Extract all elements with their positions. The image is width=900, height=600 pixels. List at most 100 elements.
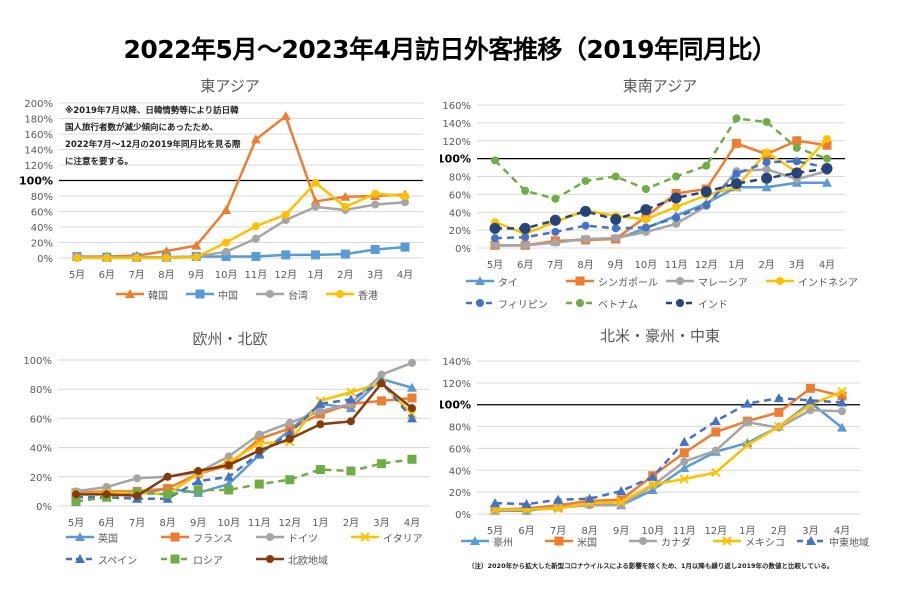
data-point	[580, 205, 592, 217]
series-line	[75, 361, 413, 493]
x-tick-label: 6月	[517, 259, 533, 271]
data-point	[648, 479, 658, 490]
data-point	[132, 254, 141, 262]
data-point	[221, 204, 232, 214]
x-tick-label: 7月	[128, 269, 144, 281]
x-tick-label: 9月	[608, 259, 624, 271]
legend-label: 豪州	[493, 537, 513, 549]
data-point	[762, 148, 771, 157]
data-point	[311, 250, 321, 260]
y-tick-label: 180%	[24, 115, 53, 126]
chart-title: 東アジア	[200, 77, 260, 95]
data-point	[71, 497, 81, 507]
x-tick-label: 4月	[819, 259, 835, 271]
legend-item: メキシコ	[712, 530, 796, 552]
data-point	[553, 503, 563, 514]
x-tick-label: 10月	[215, 269, 238, 281]
data-point	[672, 172, 681, 181]
data-point	[345, 394, 356, 404]
data-point	[773, 393, 784, 403]
data-point	[702, 161, 711, 170]
data-point	[285, 434, 294, 443]
data-point	[250, 134, 261, 144]
data-point	[280, 111, 291, 121]
data-point	[711, 446, 720, 455]
legend-swatch	[66, 532, 94, 541]
footnote: （注）2020年から拡大した新型コロナウイルスによる影響を除くため、1月以降も繰…	[468, 562, 834, 570]
data-point	[521, 186, 530, 195]
series-香港	[73, 178, 409, 262]
data-point	[407, 393, 417, 403]
data-point	[611, 234, 620, 243]
data-point	[255, 446, 264, 455]
x-tick-label: 8月	[158, 269, 174, 281]
data-point	[837, 391, 847, 401]
y-tick-label: 140%	[442, 357, 471, 368]
data-point	[611, 224, 620, 233]
data-point	[521, 499, 532, 509]
legend-swatch	[466, 276, 494, 285]
y-tick-label: 140%	[442, 119, 471, 130]
plot-area: 0% 20% 40% 60% 80% 100% 5月 6月 7月 8月 9月 10月 11月 12月 1月 2…	[23, 356, 430, 529]
data-point	[616, 486, 627, 496]
legend-label: インドネシア	[798, 277, 858, 289]
legend-marker	[639, 537, 647, 545]
series-中東地域	[490, 393, 847, 509]
x-tick-label: 12月	[278, 517, 301, 529]
data-point	[346, 417, 355, 426]
chart-east-asia: 東アジア 0% 20% 40% 60% 80% 100% 120% 140% 160% 180% 20…	[20, 70, 440, 310]
legend-swatch	[545, 536, 573, 546]
legend-swatch	[116, 289, 144, 298]
x-tick-label: 6月	[98, 517, 114, 529]
chart-title: 北米・豪州・中東	[599, 327, 720, 345]
series-マレーシア	[491, 165, 831, 250]
x-tick-label: 2月	[771, 525, 787, 537]
x-tick-label: 6月	[99, 269, 115, 281]
legend: 豪州 米国 カナダ メキシコ 中東地域	[460, 530, 880, 552]
data-point	[679, 436, 690, 446]
data-point	[732, 169, 741, 178]
series-ベトナム	[491, 114, 831, 203]
data-point	[730, 178, 742, 190]
y-tick-label: 40%	[30, 444, 52, 455]
y-tick-label: 120%	[24, 161, 53, 172]
legend-swatch	[326, 290, 354, 298]
data-point	[133, 491, 142, 500]
data-point	[805, 395, 816, 405]
legend-item: 中国	[185, 283, 255, 305]
plot-area: 0% 20% 40% 60% 80% 100% 120% 140% 5月 6月 7月 8月 9月 10月 1…	[440, 357, 860, 537]
y-tick-label: 160%	[442, 101, 471, 112]
data-point	[519, 222, 531, 234]
x-tick-label: 4月	[397, 269, 413, 281]
y-tick-label: 0%	[455, 510, 471, 521]
data-point	[376, 459, 386, 469]
legend-label: 英国	[98, 533, 118, 545]
y-tick-label: 80%	[31, 192, 53, 203]
legend-item: イタリア	[350, 526, 445, 548]
legend-swatch	[461, 536, 489, 545]
legend-item: 豪州	[460, 530, 544, 552]
y-tick-label: 120%	[442, 379, 471, 390]
legend-item: ロシア	[160, 548, 255, 570]
data-point	[407, 413, 417, 423]
data-point	[340, 191, 351, 201]
data-point	[72, 490, 80, 499]
x-tick-label: 9月	[190, 517, 206, 529]
x-tick-label: 1月	[739, 525, 755, 537]
legend-marker	[676, 277, 684, 285]
data-point	[549, 214, 561, 226]
data-point	[670, 192, 682, 204]
legend-swatch	[466, 299, 494, 307]
y-tick-label: 40%	[449, 466, 471, 477]
data-point	[490, 498, 500, 508]
x-tick-label: 4月	[404, 517, 420, 529]
data-point	[281, 210, 290, 219]
legend-item: 韓国	[115, 283, 185, 305]
data-point	[553, 494, 564, 504]
data-point	[341, 202, 350, 211]
x-tick-label: 3月	[789, 259, 805, 271]
y-tick-label: 60%	[449, 444, 471, 455]
series-line	[494, 387, 843, 511]
x-tick-label: 9月	[613, 525, 629, 537]
data-point	[162, 254, 171, 262]
